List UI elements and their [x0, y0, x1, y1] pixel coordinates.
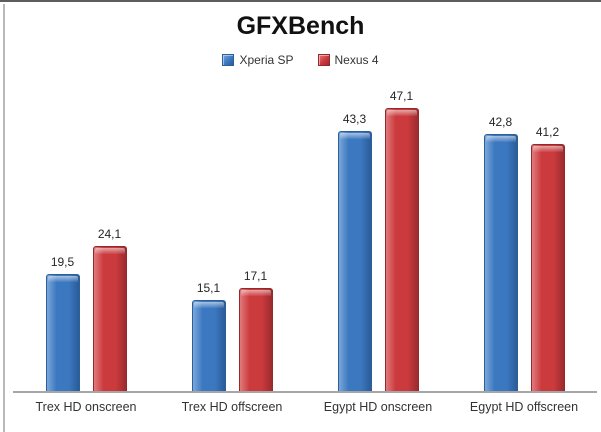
chart-title: GFXBench	[236, 12, 365, 40]
legend-label-xperia-sp: Xperia SP	[239, 53, 294, 67]
plot-area: 19,5 24,1 15,1 17,1 43,3 47,1 42,8 41,2	[13, 80, 597, 393]
bar-group-egypt-hd-offscreen: 42,8 41,2	[451, 80, 597, 391]
bar-col-xperia-sp-trex-hd-onscreen: 19,5	[45, 255, 80, 391]
bar-col-xperia-sp-egypt-hd-onscreen: 43,3	[337, 112, 372, 391]
left-border-line	[3, 4, 5, 432]
value-label-xperia-sp-trex-hd-onscreen: 19,5	[50, 255, 75, 269]
category-label-trex-hd-onscreen: Trex HD onscreen	[35, 400, 137, 414]
value-label-nexus-4-trex-hd-offscreen: 17,1	[243, 269, 268, 284]
bar-col-nexus-4-egypt-hd-offscreen: 41,2	[530, 124, 565, 391]
value-label-nexus-4-egypt-hd-onscreen: 47,1	[389, 89, 414, 104]
category-label-trex-hd-offscreen: Trex HD offscreen	[181, 400, 283, 414]
legend-item-xperia-sp: Xperia SP	[222, 53, 294, 67]
bar-nexus-4-egypt-hd-offscreen	[530, 143, 565, 391]
legend-label-nexus-4: Nexus 4	[334, 53, 379, 67]
bar-xperia-sp-trex-hd-offscreen	[191, 300, 226, 391]
value-label-xperia-sp-egypt-hd-onscreen: 43,3	[342, 112, 367, 127]
category-label-egypt-hd-onscreen: Egypt HD onscreen	[323, 400, 433, 414]
bar-col-xperia-sp-trex-hd-offscreen: 15,1	[191, 281, 226, 391]
legend-item-nexus-4: Nexus 4	[317, 53, 379, 67]
legend: Xperia SP Nexus 4	[0, 53, 601, 67]
bar-nexus-4-trex-hd-onscreen	[92, 246, 127, 391]
bar-xperia-sp-egypt-hd-offscreen	[483, 134, 518, 391]
bar-xperia-sp-trex-hd-onscreen	[45, 274, 80, 391]
category-label-egypt-hd-offscreen: Egypt HD offscreen	[469, 400, 579, 414]
value-label-nexus-4-egypt-hd-offscreen: 41,2	[535, 124, 560, 139]
category-axis: Trex HD onscreen Trex HD offscreen Egypt H…	[13, 400, 597, 414]
bar-group-egypt-hd-onscreen: 43,3 47,1	[305, 80, 451, 391]
bar-col-nexus-4-trex-hd-offscreen: 17,1	[238, 269, 273, 391]
bar-xperia-sp-egypt-hd-onscreen	[337, 131, 372, 391]
bar-group-trex-hd-offscreen: 15,1 17,1	[159, 80, 305, 391]
value-label-xperia-sp-egypt-hd-offscreen: 42,8	[488, 115, 513, 130]
value-label-nexus-4-trex-hd-onscreen: 24,1	[97, 227, 122, 242]
legend-marker-xperia-sp	[222, 54, 235, 66]
value-label-xperia-sp-trex-hd-offscreen: 15,1	[196, 281, 221, 296]
bar-col-nexus-4-trex-hd-onscreen: 24,1	[92, 227, 127, 391]
top-border-line	[0, 0, 601, 2]
bar-nexus-4-egypt-hd-onscreen	[384, 108, 419, 391]
bar-group-trex-hd-onscreen: 19,5 24,1	[13, 80, 159, 391]
bar-nexus-4-trex-hd-offscreen	[238, 288, 273, 391]
legend-marker-nexus-4	[317, 54, 330, 66]
bar-col-nexus-4-egypt-hd-onscreen: 47,1	[384, 89, 419, 391]
bar-col-xperia-sp-egypt-hd-offscreen: 42,8	[483, 115, 518, 391]
